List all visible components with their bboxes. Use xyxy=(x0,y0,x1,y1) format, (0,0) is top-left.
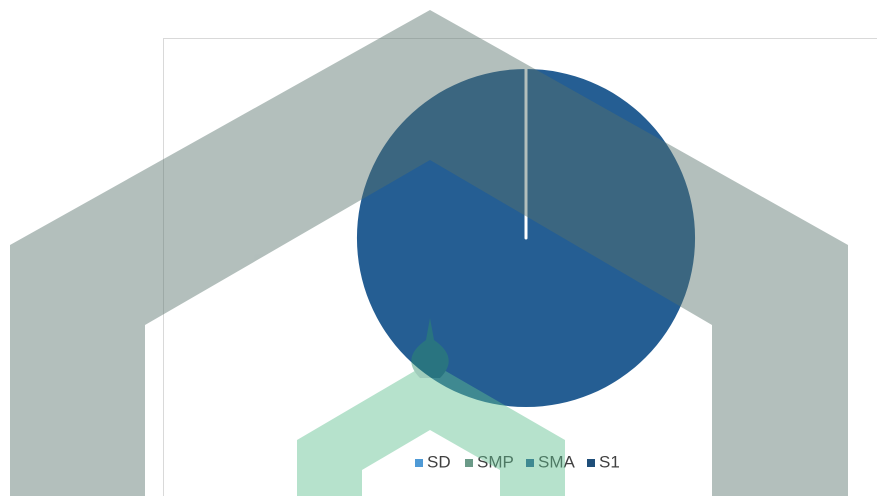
legend-label: SMA xyxy=(538,452,576,471)
plot-area xyxy=(356,67,696,408)
legend-label: SMP xyxy=(477,452,514,471)
legend-swatch xyxy=(526,459,534,467)
legend-label: SD xyxy=(427,452,451,471)
legend-swatch xyxy=(465,459,473,467)
chart-frame xyxy=(163,38,877,496)
legend-swatch xyxy=(415,459,423,467)
legend: SD SMP SMA S1 xyxy=(415,452,620,471)
legend-label: S1 xyxy=(599,452,620,471)
legend-swatch xyxy=(587,459,595,467)
